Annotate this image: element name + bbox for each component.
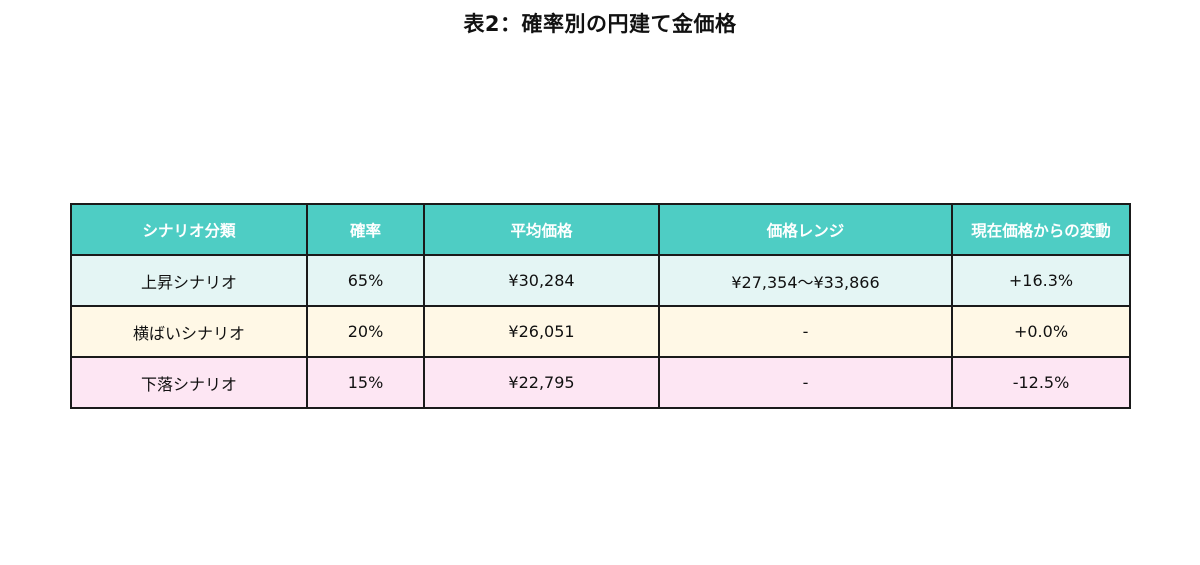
cell-price-range: - bbox=[658, 356, 953, 409]
cell-scenario: 上昇シナリオ bbox=[70, 254, 308, 307]
cell-price-range: - bbox=[658, 305, 953, 358]
header-cell-avg-price: 平均価格 bbox=[423, 203, 660, 256]
table-row: 下落シナリオ 15% ¥22,795 - -12.5% bbox=[70, 356, 1131, 409]
cell-change: +0.0% bbox=[951, 305, 1131, 358]
table-header-row: シナリオ分類 確率 平均価格 価格レンジ 現在価格からの変動 bbox=[70, 203, 1131, 256]
cell-change: +16.3% bbox=[951, 254, 1131, 307]
cell-probability: 15% bbox=[306, 356, 425, 409]
table-row: 上昇シナリオ 65% ¥30,284 ¥27,354～¥33,866 +16.3… bbox=[70, 254, 1131, 307]
cell-probability: 20% bbox=[306, 305, 425, 358]
header-cell-change: 現在価格からの変動 bbox=[951, 203, 1131, 256]
table-title: 表2：確率別の円建て金価格 bbox=[463, 12, 737, 36]
cell-scenario: 横ばいシナリオ bbox=[70, 305, 308, 358]
header-cell-scenario: シナリオ分類 bbox=[70, 203, 308, 256]
cell-probability: 65% bbox=[306, 254, 425, 307]
cell-scenario: 下落シナリオ bbox=[70, 356, 308, 409]
table-row: 横ばいシナリオ 20% ¥26,051 - +0.0% bbox=[70, 305, 1131, 358]
cell-avg-price: ¥26,051 bbox=[423, 305, 660, 358]
header-cell-price-range: 価格レンジ bbox=[658, 203, 953, 256]
cell-avg-price: ¥30,284 bbox=[423, 254, 660, 307]
header-cell-probability: 確率 bbox=[306, 203, 425, 256]
cell-avg-price: ¥22,795 bbox=[423, 356, 660, 409]
cell-price-range: ¥27,354～¥33,866 bbox=[658, 254, 953, 307]
scenario-price-table: シナリオ分類 確率 平均価格 価格レンジ 現在価格からの変動 上昇シナリオ 65… bbox=[70, 203, 1131, 409]
cell-change: -12.5% bbox=[951, 356, 1131, 409]
